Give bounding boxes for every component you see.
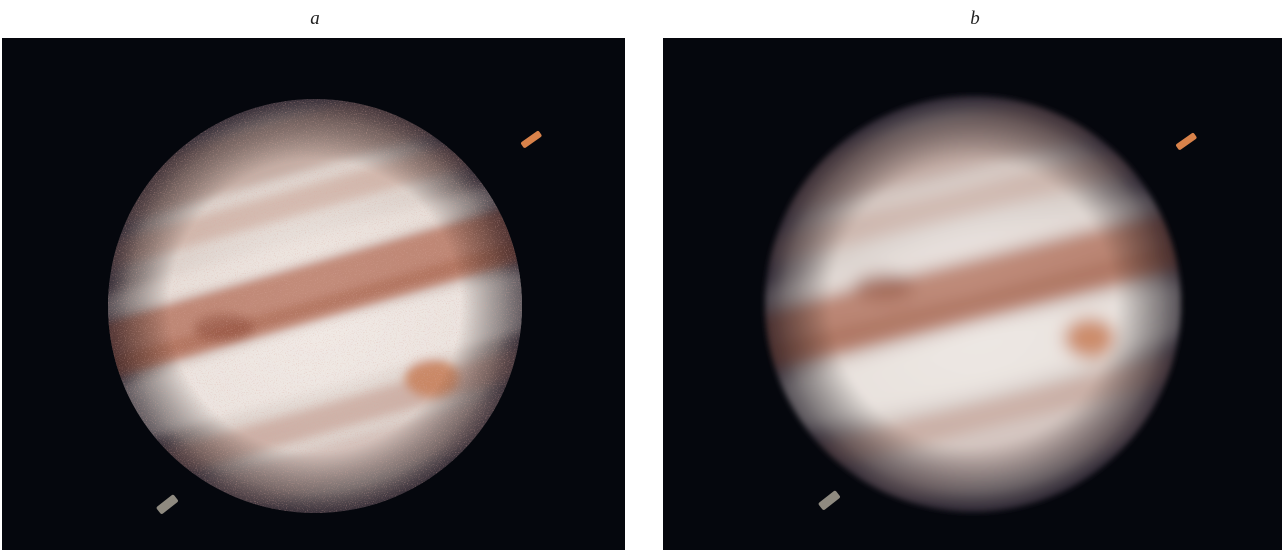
jupiter-image-b	[765, 96, 1197, 512]
panel-label-b: b	[970, 8, 980, 29]
panel-label-a: a	[310, 8, 320, 29]
jupiter-image-a	[108, 99, 542, 514]
moon-lower-left	[818, 490, 840, 510]
moon-upper-right	[1176, 133, 1197, 150]
moon-lower-left	[156, 494, 178, 514]
jupiter-photo-a	[2, 38, 625, 550]
moon-upper-right	[521, 131, 542, 148]
jupiter-photo-b	[663, 38, 1282, 550]
